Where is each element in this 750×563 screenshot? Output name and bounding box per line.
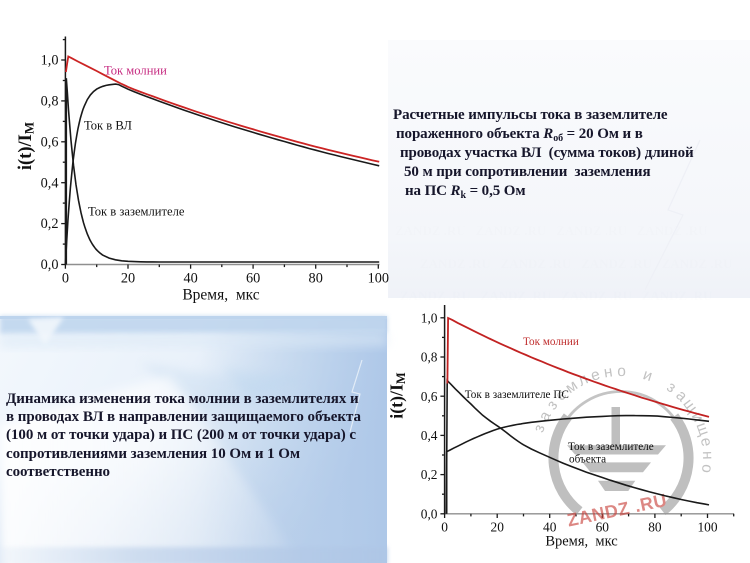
svg-text:0,0: 0,0 xyxy=(41,257,59,273)
svg-text:Время, мкс: Время, мкс xyxy=(182,287,259,304)
svg-text:Ток молнии: Ток молнии xyxy=(523,336,579,348)
svg-text:0: 0 xyxy=(441,520,448,535)
svg-text:ZANDZ .RU ZANDZ .RU ZANDZ: ZANDZ .RU ZANDZ .RU ZANDZ .RU ZANDZ .RU xyxy=(400,288,713,303)
svg-text:60: 60 xyxy=(596,520,610,535)
svg-text:0,8: 0,8 xyxy=(41,94,59,110)
svg-text:ZANDZ .RU ZANDZ .RU ZANDZ: ZANDZ .RU ZANDZ .RU ZANDZ .RU ZANDZ .RU xyxy=(420,256,733,271)
svg-text:80: 80 xyxy=(648,520,662,535)
svg-text:н: н xyxy=(699,451,716,460)
svg-text:0,6: 0,6 xyxy=(41,134,59,150)
svg-text:е: е xyxy=(697,436,715,448)
svg-text:Ток молнии: Ток молнии xyxy=(104,64,167,78)
svg-text:0,4: 0,4 xyxy=(41,175,59,191)
svg-text:щ: щ xyxy=(693,420,713,438)
svg-text:40: 40 xyxy=(543,520,557,535)
svg-text:1,0: 1,0 xyxy=(41,53,59,69)
svg-text:0,8: 0,8 xyxy=(421,350,438,365)
svg-text:100: 100 xyxy=(697,520,717,535)
svg-text:0,2: 0,2 xyxy=(41,216,59,232)
svg-text:Время, мкс: Время, мкс xyxy=(545,534,617,550)
svg-text:0,4: 0,4 xyxy=(421,428,438,443)
svg-text:1,0: 1,0 xyxy=(421,310,438,325)
svg-text:80: 80 xyxy=(309,271,323,287)
svg-text:о: о xyxy=(698,463,716,474)
svg-text:ZANDZ .RU ZANDZ .RU ZANDZ: ZANDZ .RU ZANDZ .RU ZANDZ .RU ZANDZ .RU xyxy=(395,223,708,238)
svg-text:0,6: 0,6 xyxy=(421,389,438,404)
svg-text:0,0: 0,0 xyxy=(421,506,438,521)
svg-text:60: 60 xyxy=(246,271,260,287)
svg-text:Ток в ВЛ: Ток в ВЛ xyxy=(84,119,132,133)
svg-text:объекта: объекта xyxy=(569,454,606,466)
svg-text:20: 20 xyxy=(121,271,135,287)
svg-text:Ток в заземлителе: Ток в заземлителе xyxy=(568,441,654,453)
svg-text:Ток в заземлителе: Ток в заземлителе xyxy=(88,205,185,219)
svg-text:о: о xyxy=(617,363,626,380)
svg-text:40: 40 xyxy=(183,271,197,287)
svg-text:Ток в заземлителе ПС: Ток в заземлителе ПС xyxy=(465,389,569,401)
svg-text:20: 20 xyxy=(491,520,505,535)
svg-text:100: 100 xyxy=(368,271,389,287)
svg-text:0: 0 xyxy=(62,271,69,287)
svg-text:i(t)/IМ: i(t)/IМ xyxy=(16,122,37,170)
svg-text:н: н xyxy=(603,363,614,381)
svg-text:0,2: 0,2 xyxy=(421,467,438,482)
